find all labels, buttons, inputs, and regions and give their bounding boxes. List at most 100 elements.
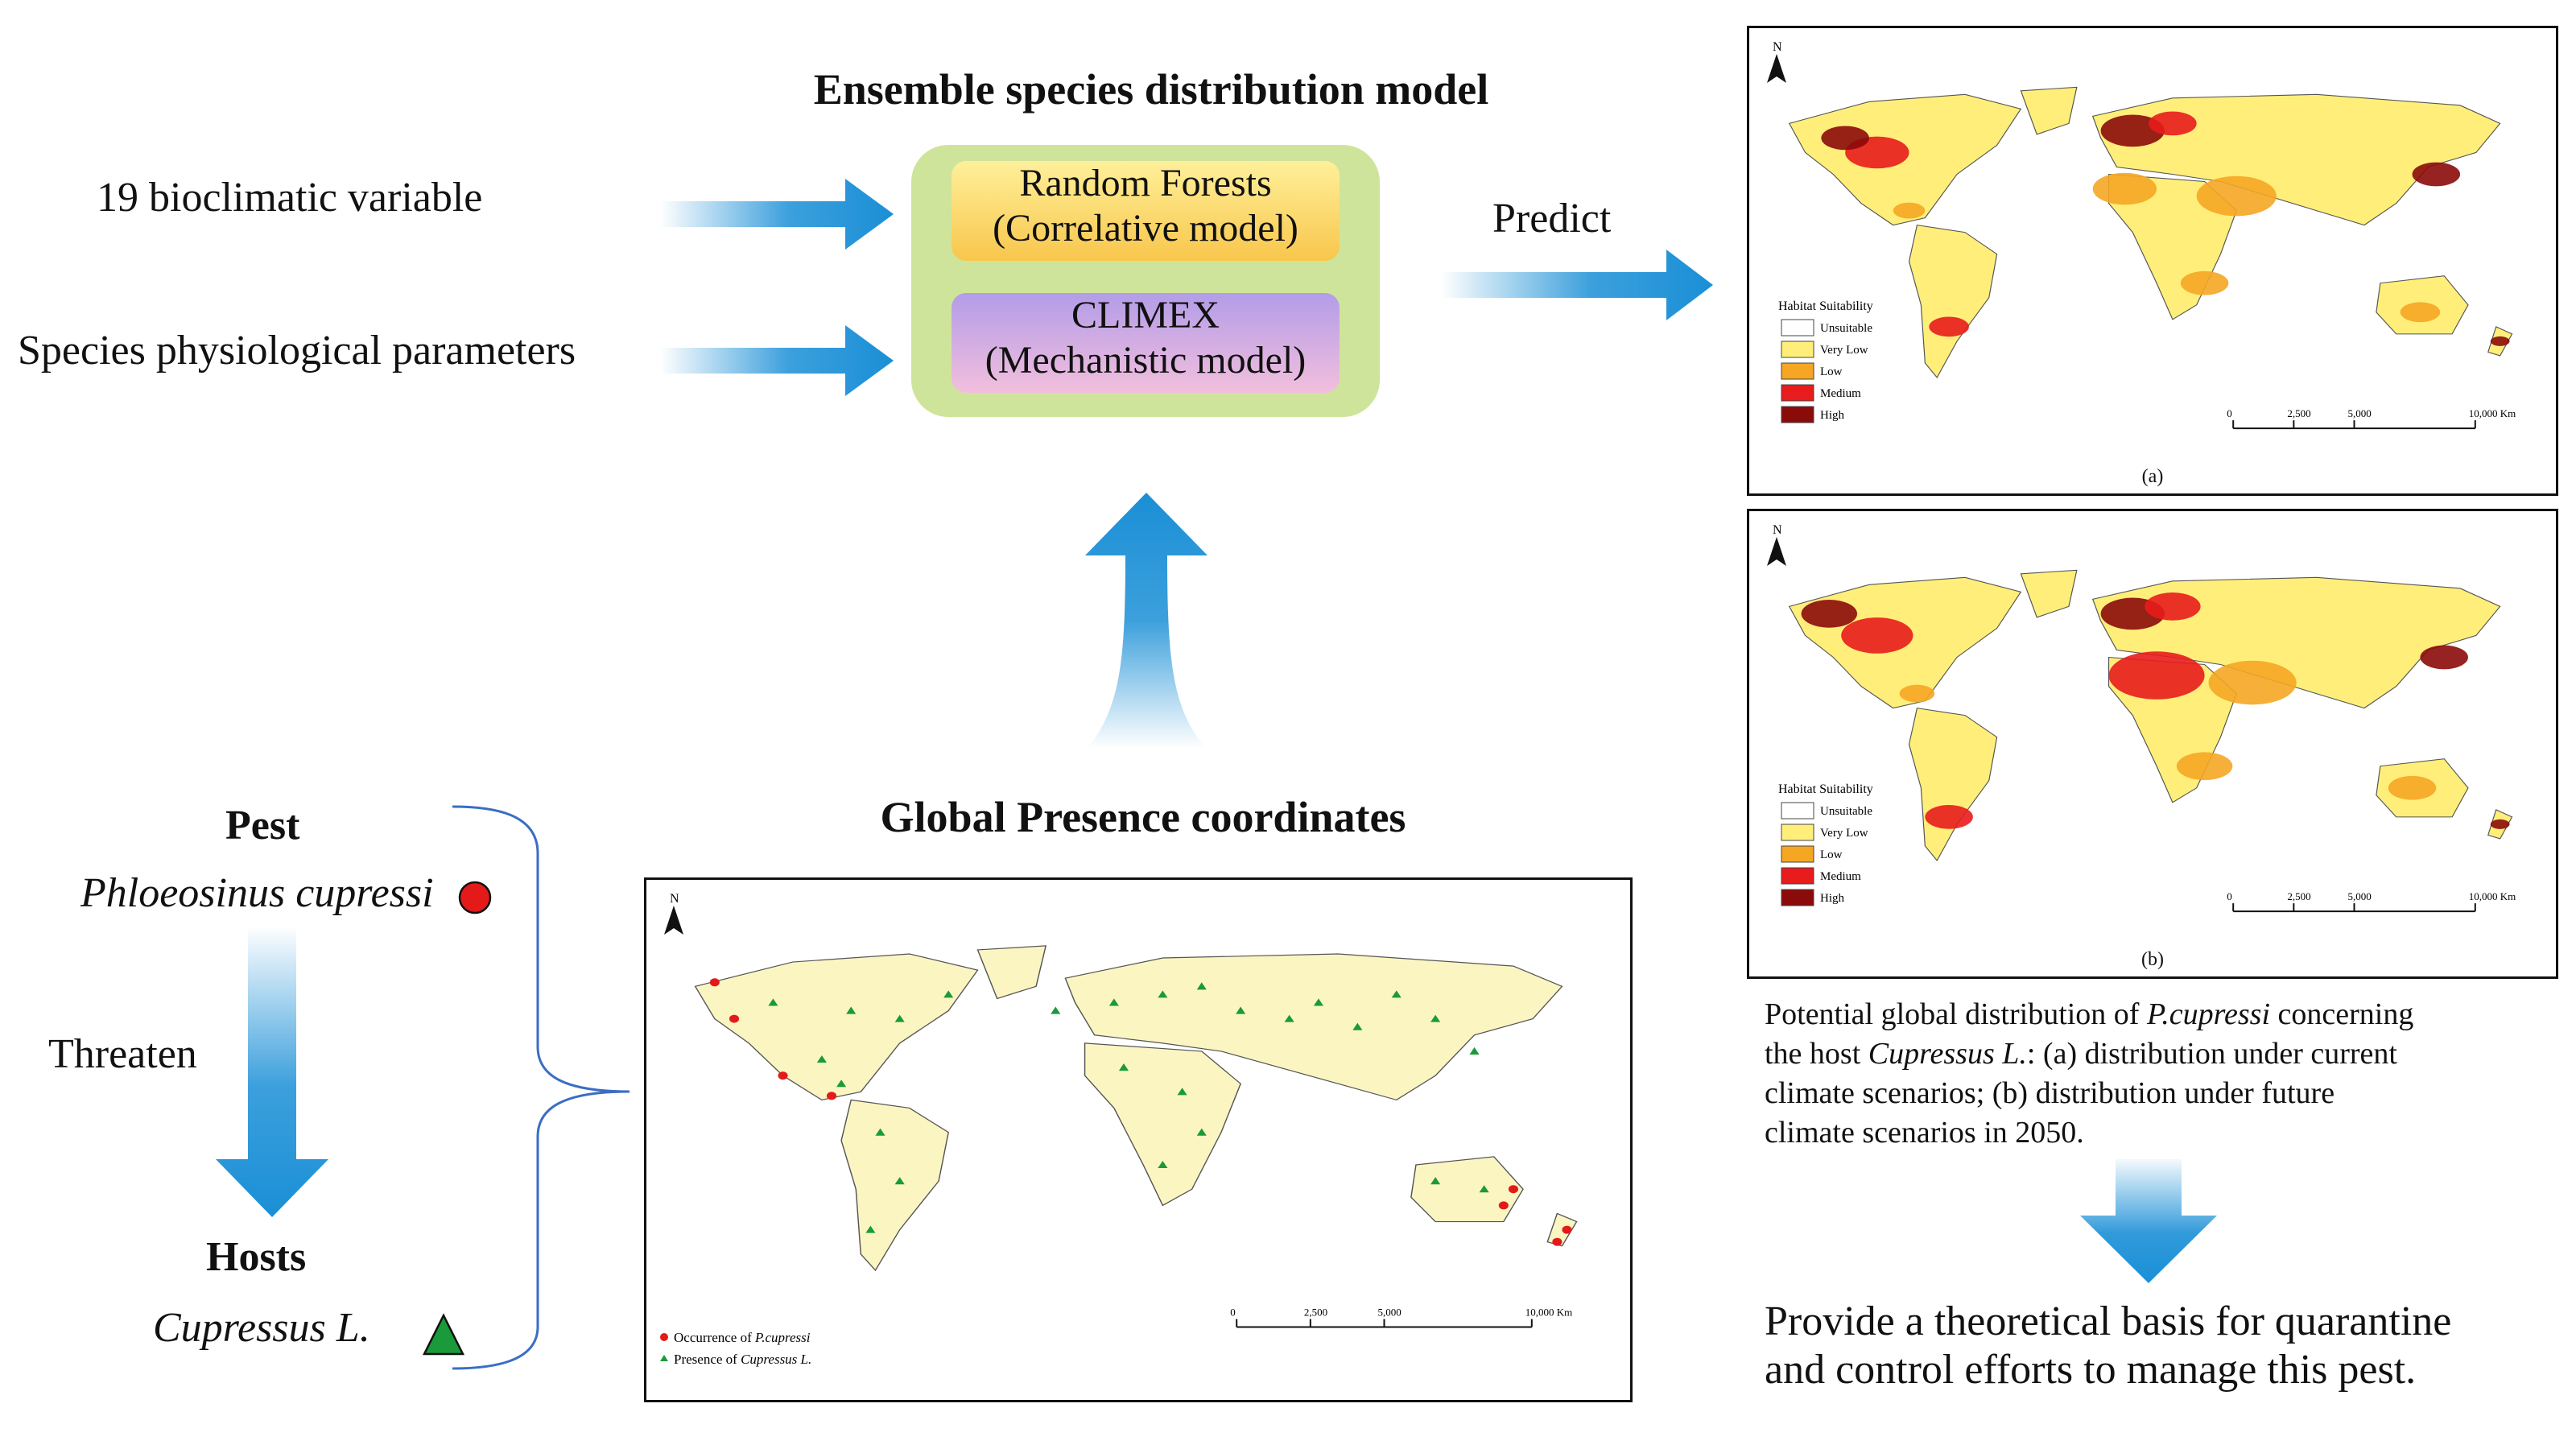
host-presence-point — [1051, 1006, 1061, 1014]
predict-label: Predict — [1492, 196, 1612, 242]
legend-swatch — [1781, 867, 1814, 885]
host-presence-point — [1430, 1014, 1441, 1022]
suitability-patch — [2208, 660, 2297, 705]
scale-tick-label: 0 — [1230, 1307, 1236, 1319]
pest-occurrence-point — [729, 1014, 740, 1023]
scale-tick-label: 5,000 — [2348, 407, 2372, 419]
legend-host-triangle — [660, 1355, 668, 1361]
suitability-patch — [2145, 592, 2201, 621]
predict-arrow — [1441, 250, 1713, 320]
scale-tick-label: 2,500 — [2287, 890, 2310, 902]
host-marker — [422, 1313, 465, 1356]
suitability-patch — [2400, 302, 2441, 323]
north-label: N — [1773, 40, 1782, 54]
scale-tick-label: 5,000 — [2348, 890, 2372, 902]
suitability-patch — [1925, 804, 1973, 829]
scale-tick-label: 2,500 — [2287, 407, 2310, 419]
host-presence-point — [865, 1225, 876, 1233]
legend-label: Very Low — [1820, 344, 1868, 357]
pest-occurrence-point — [709, 978, 720, 987]
host-presence-point — [1158, 990, 1168, 998]
north-arrow: N — [1767, 523, 1786, 566]
legend-label: High — [1820, 892, 1845, 905]
climex-type: (Mechanistic model) — [985, 339, 1307, 382]
legend-label: Low — [1820, 365, 1843, 378]
world-map — [694, 945, 1578, 1272]
scale-bar: 0 2,500 5,000 10,000 Km — [2227, 407, 2516, 430]
suitability-patch — [2490, 336, 2510, 346]
north-arrow: N — [664, 892, 683, 935]
continent-greenland — [976, 945, 1047, 1000]
input-arrow-physiological — [660, 325, 894, 396]
conclusion-down-arrow — [2080, 1159, 2217, 1283]
legend-label: Medium — [1820, 870, 1861, 883]
pest-occurrence-point — [1498, 1201, 1509, 1210]
map-panel-b: Habitat Suitability Unsuitable Very Low Low… — [1747, 509, 2558, 979]
scale-bar: 0 2,500 5,000 10,000 Km — [1230, 1307, 1573, 1328]
hosts-heading: Hosts — [206, 1234, 307, 1280]
legend-label: Medium — [1820, 387, 1861, 400]
legend-presence: Presence of Cupressus L. — [674, 1352, 811, 1367]
continent-greenland — [2020, 569, 2078, 618]
pest-occurrence-point — [1552, 1237, 1563, 1246]
suitability-patch — [2180, 270, 2229, 295]
host-presence-point — [1313, 998, 1324, 1006]
random-forests-name: Random Forests — [1019, 162, 1272, 204]
suitability-patch — [2149, 111, 2197, 136]
world-map — [1788, 86, 2513, 378]
pest-species: Phloeosinus cupressi — [80, 870, 434, 916]
legend-pest-dot — [660, 1333, 668, 1341]
host-species: Cupressus L. — [153, 1305, 370, 1351]
host-presence-point — [1479, 1185, 1489, 1193]
continent-africa — [1084, 1042, 1241, 1207]
legend-swatch — [1781, 824, 1814, 841]
suitability-patch — [1893, 202, 1926, 219]
legend-label: Low — [1820, 848, 1843, 861]
suitability-legend: Habitat Suitability Unsuitable Very Low Low… — [1778, 782, 1873, 906]
scale-tick-label: 0 — [2227, 890, 2232, 902]
random-forests-type: (Correlative model) — [993, 207, 1298, 250]
continent-south-america — [840, 1099, 949, 1272]
presence-title: Global Presence coordinates — [880, 793, 1406, 841]
legend-title: Habitat Suitability — [1778, 782, 1873, 796]
input-physiological: Species physiological parameters — [18, 328, 576, 374]
grouping-brace — [452, 805, 630, 1370]
legend-swatch — [1781, 362, 1814, 380]
legend-swatch — [1781, 889, 1814, 906]
legend-label: Unsuitable — [1820, 805, 1872, 818]
continent-south-america — [1908, 224, 1998, 378]
threaten-arrow — [216, 926, 328, 1217]
legend-swatch — [1781, 319, 1814, 336]
suitability-patch — [2100, 114, 2165, 147]
host-presence-point — [836, 1080, 847, 1088]
continent-europe-asia — [1064, 953, 1563, 1101]
scale-tick-label: 10,000 Km — [2469, 890, 2516, 902]
random-forests-box: Random Forests (Correlative model) — [952, 161, 1340, 261]
suitability-patch — [2196, 175, 2277, 217]
presence-up-arrow — [1085, 493, 1208, 749]
conclusion-text: Provide a theoretical basis for quaranti… — [1765, 1298, 2452, 1393]
host-presence-point — [875, 1128, 886, 1136]
suitability-patch — [1929, 316, 1969, 337]
host-presence-point — [1236, 1006, 1246, 1014]
suitability-patch — [1899, 684, 1935, 703]
climex-box: CLIMEX (Mechanistic model) — [952, 293, 1340, 393]
legend-swatch — [1781, 384, 1814, 402]
legend-label: Unsuitable — [1820, 322, 1872, 335]
climex-name: CLIMEX — [1071, 294, 1220, 336]
map-a-drawing: Habitat Suitability Unsuitable Very Low Low… — [1767, 40, 2516, 430]
scale-tick-label: 10,000 Km — [1525, 1307, 1573, 1319]
host-presence-point — [943, 990, 954, 998]
continent-greenland — [2020, 86, 2078, 135]
suitability-patch — [2420, 645, 2468, 670]
pest-occurrence-point — [778, 1071, 788, 1080]
legend-occurrence: Occurrence of P.cupressi — [674, 1330, 811, 1345]
scale-tick-label: 10,000 Km — [2469, 407, 2516, 419]
map-panel-a: Habitat Suitability Unsuitable Very Low Low… — [1747, 26, 2558, 496]
host-presence-point — [1118, 1063, 1129, 1071]
suitability-patch — [2092, 172, 2157, 205]
suitability-patch — [1821, 126, 1869, 151]
north-label: N — [1773, 523, 1782, 537]
scale-tick-label: 2,500 — [1304, 1307, 1327, 1319]
pest-occurrence-point — [826, 1092, 837, 1100]
